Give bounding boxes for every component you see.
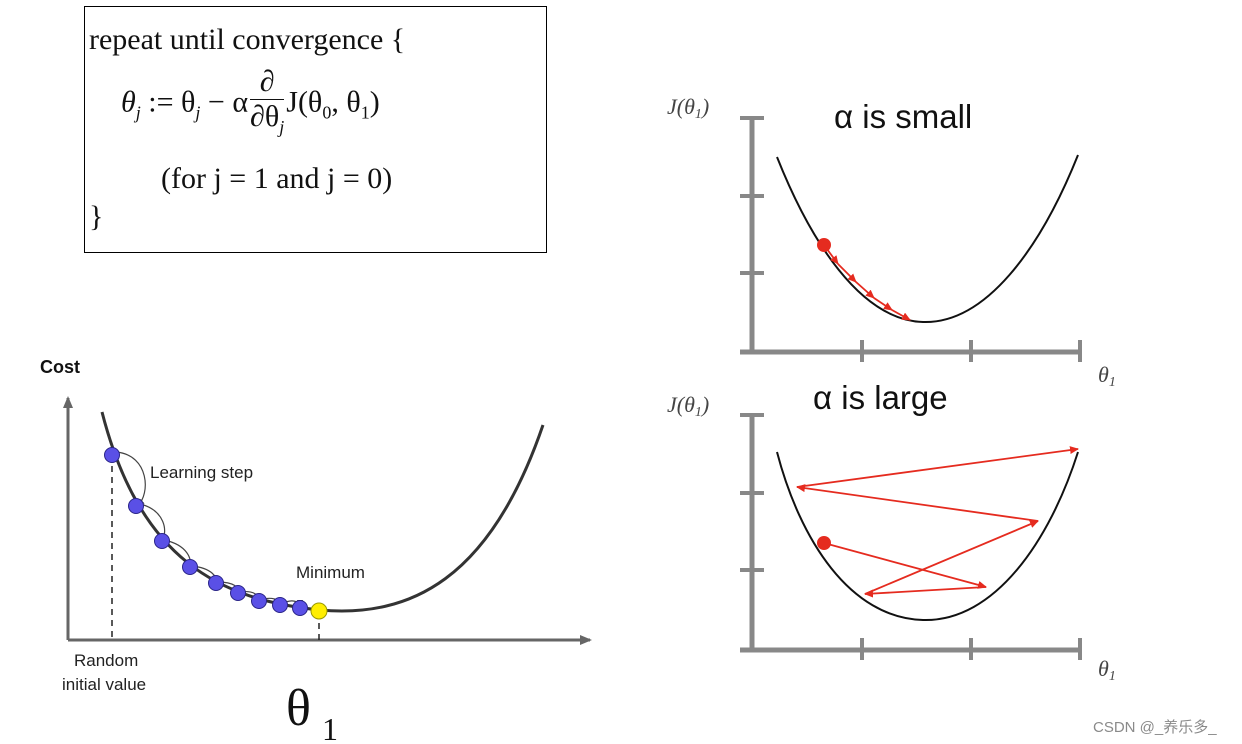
- learning-step-label: Learning step: [150, 463, 253, 482]
- step-arc: [115, 451, 146, 506]
- rb-step-arrow: [796, 446, 1079, 488]
- rt-y-label-sub: 1: [695, 107, 702, 122]
- initial-value-label: initial value: [62, 675, 146, 694]
- rb-cost-curve: [776, 451, 1079, 622]
- fraction-numerator: ∂: [250, 65, 285, 100]
- rt-step-arrow: [891, 309, 911, 321]
- fraction-denominator: ∂θ: [250, 100, 280, 133]
- step-dot: [230, 585, 246, 601]
- left-y-label: Cost: [40, 357, 80, 377]
- rt-x-label-main: θ: [1098, 362, 1109, 387]
- rt-step-arrow: [837, 263, 857, 283]
- formula-theta: θ: [121, 85, 136, 119]
- step-dot: [292, 600, 308, 616]
- formula-func: J(θ: [286, 85, 323, 119]
- csdn-watermark: CSDN @_养乐多_: [1093, 719, 1217, 736]
- formula-line-repeat: repeat until convergence {: [89, 23, 406, 56]
- rb-start-dot: [817, 536, 831, 550]
- rb-y-label-sub: 1: [695, 405, 702, 420]
- formula-line-for: (for j = 1 and j = 0): [161, 162, 393, 195]
- formula-sub-j: j: [135, 102, 141, 123]
- step-dot: [182, 559, 198, 575]
- rt-x-label: θ1: [1098, 362, 1116, 390]
- step-dot: [208, 575, 224, 591]
- rt-title: α is small: [834, 98, 972, 135]
- left-step-dots: [104, 447, 328, 620]
- formula-line-update: θj := θj − α ∂ ∂θj J(θ0, θ1): [121, 65, 380, 144]
- step-dot: [128, 498, 144, 514]
- rt-start-dot: [817, 238, 831, 252]
- left-x-symbol: θ: [286, 680, 311, 737]
- rb-x-label-sub: 1: [1109, 669, 1116, 684]
- rt-step-arrow: [873, 297, 893, 311]
- left-x-symbol-sub: 1: [322, 711, 338, 744]
- right-top-plot-small-alpha: J(θ1) α is small θ1: [667, 94, 1116, 390]
- formula-func-end: ): [369, 85, 380, 119]
- step-dot: [251, 593, 267, 609]
- rt-cost-curve: [776, 154, 1079, 324]
- formula-assign: := θ: [140, 85, 196, 119]
- formula-sub-0: 0: [322, 102, 332, 123]
- rb-x-label: θ1: [1098, 656, 1116, 684]
- formula-sub-j-2: j: [195, 102, 201, 123]
- rb-step-arrow: [796, 484, 1039, 522]
- rb-step-arrow: [864, 586, 987, 598]
- minimum-label: Minimum: [296, 563, 365, 582]
- step-dot: [104, 447, 120, 463]
- rb-step-arrow: [864, 520, 1039, 595]
- rb-y-label: J(θ1): [667, 392, 709, 420]
- minimum-dot: [310, 602, 328, 620]
- rb-y-label-end: ): [700, 392, 709, 417]
- rb-step-arrow: [823, 542, 987, 589]
- rb-title: α is large: [813, 379, 948, 416]
- rt-x-label-sub: 1: [1109, 375, 1116, 390]
- formula-minus-alpha: − α: [200, 85, 249, 119]
- rt-y-label: J(θ1): [667, 94, 709, 122]
- left-gradient-descent-plot: Cost Learning step Minimum Random initi: [40, 357, 592, 744]
- formula-func-mid: , θ: [331, 85, 361, 119]
- rb-x-label-main: θ: [1098, 656, 1109, 681]
- formula-line-close: }: [89, 200, 104, 233]
- rt-y-label-main: J(θ: [667, 94, 695, 119]
- rt-step-arrow: [855, 281, 875, 299]
- formula-sub-1: 1: [360, 102, 370, 123]
- right-bottom-plot-large-alpha: J(θ1) α is large θ1: [667, 379, 1116, 684]
- rb-y-label-main: J(θ: [667, 392, 695, 417]
- fraction-den-sub: j: [279, 117, 285, 137]
- update-rule-box: repeat until convergence { θj := θj − α ∂…: [84, 6, 547, 253]
- step-dot: [272, 597, 288, 613]
- step-dot: [154, 533, 170, 549]
- random-label: Random: [74, 651, 138, 670]
- rt-y-label-end: ): [700, 94, 709, 119]
- formula-partial-fraction: ∂ ∂θj: [250, 65, 285, 144]
